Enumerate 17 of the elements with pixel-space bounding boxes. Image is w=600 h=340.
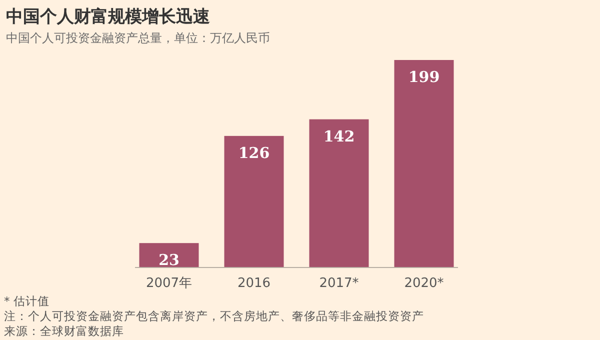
x-tick-label: 2017* — [319, 276, 360, 291]
data-label: 199 — [408, 68, 440, 86]
chart-title: 中国个人财富规模增长迅速 — [6, 7, 210, 27]
chart-subtitle: 中国个人可投资金融资产总量，单位：万亿人民币 — [6, 31, 270, 45]
bar — [139, 243, 199, 267]
data-label: 23 — [158, 251, 180, 270]
text: * 估计值 — [4, 294, 50, 308]
source-note: 来源：全球财富数据库 — [4, 324, 124, 338]
bar — [394, 60, 454, 267]
x-tick-label: 2007年 — [146, 276, 192, 291]
x-tick-label: 2020* — [404, 276, 444, 291]
data-label: 142 — [323, 127, 355, 146]
data-label: 126 — [238, 144, 270, 162]
bar — [309, 119, 369, 267]
text: 注：个人可投资金融资产包含离岸资产，不含房地产、奢侈品等非金融投资资产 — [4, 309, 424, 323]
bar — [224, 136, 284, 267]
x-tick-label: 2016 — [237, 276, 271, 291]
